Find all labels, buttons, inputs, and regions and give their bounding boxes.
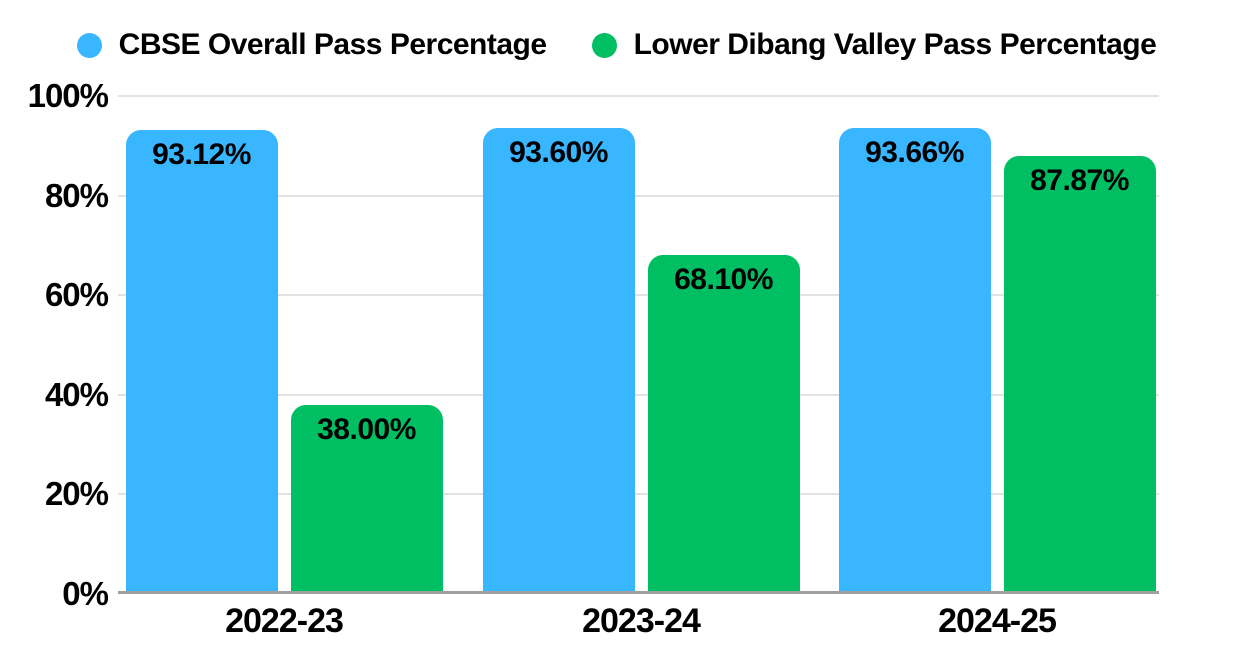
gridline-40 <box>118 393 1159 396</box>
legend-swatch-lower-dibang-icon <box>591 32 617 58</box>
gridline-80 <box>118 194 1159 197</box>
legend-swatch-cbse-icon <box>76 32 102 58</box>
y-axis-label-60pct: 60% <box>44 276 109 314</box>
bar-cbse-2023-24: 93.60% <box>482 127 635 594</box>
legend-label-cbse: CBSE Overall Pass Percentage <box>118 28 547 61</box>
gridline-100 <box>118 95 1159 97</box>
bar-value-label: 93.60% <box>509 135 608 169</box>
x-axis-label-2022-23: 2022-23 <box>225 602 344 640</box>
bar-value-label: 68.10% <box>674 262 773 296</box>
y-axis-label-0pct: 0% <box>62 575 109 612</box>
bar-value-label: 38.00% <box>317 412 416 446</box>
gridline-20 <box>118 493 1159 496</box>
bar-cbse-2022-23: 93.12% <box>125 130 278 594</box>
y-axis-label-80pct: 80% <box>44 176 109 214</box>
chart-legend: CBSE Overall Pass Percentage Lower Diban… <box>0 28 1233 62</box>
legend-item-lower-dibang: Lower Dibang Valley Pass Percentage <box>591 28 1157 62</box>
x-axis-line <box>118 591 1159 594</box>
bar-value-label: 93.66% <box>865 135 964 169</box>
x-axis-label-2024-25: 2024-25 <box>938 602 1057 640</box>
bar-lower-dibang-2023-24: 68.10% <box>647 254 800 594</box>
bar-value-label: 93.12% <box>152 138 251 172</box>
gridline-60 <box>118 294 1159 297</box>
bar-value-label: 87.87% <box>1030 164 1129 198</box>
y-axis-label-40pct: 40% <box>44 375 109 413</box>
legend-label-lower-dibang: Lower Dibang Valley Pass Percentage <box>633 28 1157 61</box>
bar-lower-dibang-2022-23: 38.00% <box>290 404 443 594</box>
y-axis-label-20pct: 20% <box>44 475 109 513</box>
y-axis-label-100pct: 100% <box>27 77 109 114</box>
bar-cbse-2024-25: 93.66% <box>838 127 991 594</box>
x-axis-label-2023-24: 2023-24 <box>582 602 701 640</box>
legend-item-cbse: CBSE Overall Pass Percentage <box>76 28 547 62</box>
bar-lower-dibang-2024-25: 87.87% <box>1003 156 1156 594</box>
